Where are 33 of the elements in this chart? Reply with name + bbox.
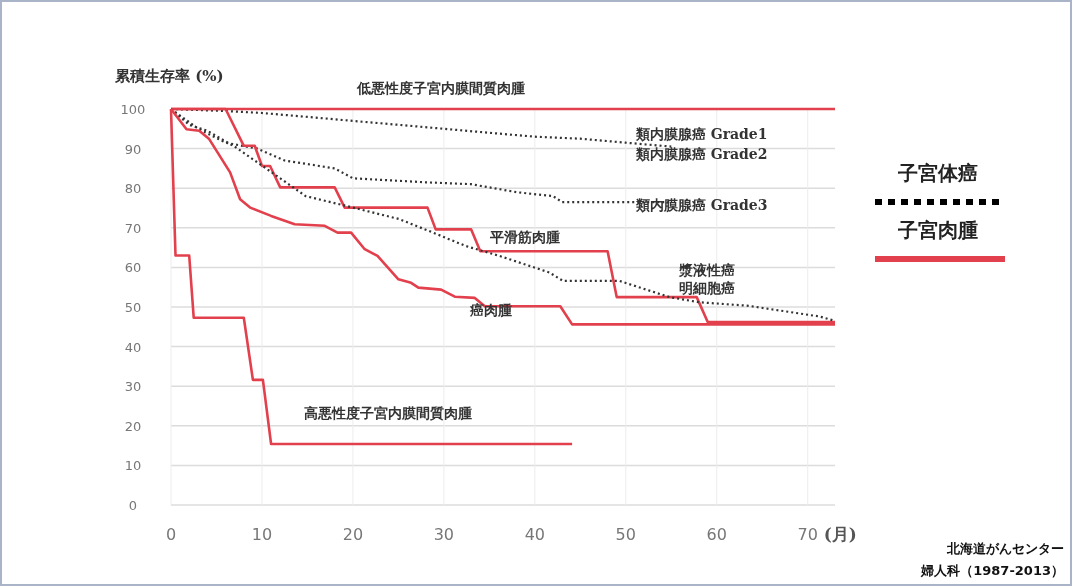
series-label: 癌肉腫 [468,301,512,318]
x-tick-label: 50 [615,525,636,544]
annotation: 類内膜腺癌 Grade2 [634,145,768,162]
x-tick-label: 20 [342,525,364,544]
y-tick-label: 50 [124,300,142,315]
x-tick-label: 70 [797,525,818,544]
series-label: 類内膜腺癌 Grade3 [634,196,768,213]
y-tick-label: 100 [120,102,146,117]
series-label: 高悪性度子宮内膜間質肉腫 [303,404,472,421]
text: 北海道がんセンター [946,541,1064,556]
y-tick-label: 60 [124,260,142,276]
y-tick-label: 40 [124,339,142,355]
series-label: 漿液性癌明細胞癌 [677,262,735,297]
text: 子宮肉腫 [897,218,978,242]
x-axis-title: (月) [823,524,857,544]
y-tick-label: 10 [124,458,142,474]
y-tick-label: 20 [124,418,142,434]
y-tick-label: 30 [124,379,142,395]
x-tick-label: 30 [433,525,455,544]
series-label: 類内膜腺癌 Grade1 [634,126,768,143]
x-tick-label: 0 [165,525,177,544]
text: 子宮体癌 [897,161,978,185]
y-tick-label: 90 [124,141,142,157]
text: 婦人科（1987-2013） [920,563,1064,578]
y-tick-label: 80 [124,181,142,197]
x-tick-label: 40 [524,525,546,544]
y-axis-title: 累積生存率 (%) [114,67,224,85]
series-label: 低悪性度子宮内膜間質肉腫 [355,80,525,97]
series-label: 平滑筋肉腫 [488,228,560,245]
y-tick-label: 70 [124,220,142,236]
x-tick-label: 60 [706,525,727,544]
y-tick-label: 0 [128,498,138,513]
x-tick-label: 10 [251,525,273,544]
